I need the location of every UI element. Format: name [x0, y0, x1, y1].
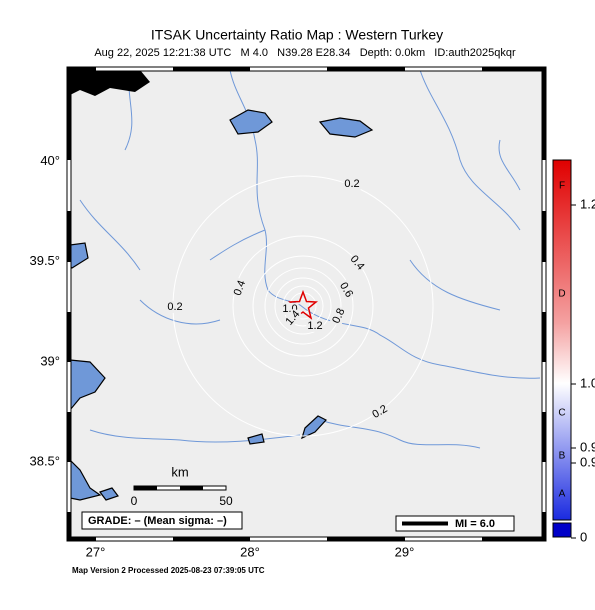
contour-label-bg: [369, 402, 391, 422]
grade-letter: B: [559, 451, 566, 462]
scale-end: 50: [219, 494, 233, 508]
colorbar-label: 1.2: [580, 196, 595, 211]
colorbar: [552, 159, 572, 521]
contour-label: 0.2: [344, 178, 359, 190]
contour-label: 0.8: [330, 306, 347, 325]
contour-label-bg: [231, 277, 249, 299]
contour-label-bg: [336, 279, 356, 301]
grade-box: [81, 511, 243, 530]
contour-label-bg: [343, 177, 361, 190]
grade-letter: D: [558, 289, 565, 300]
contour-label-bg: [346, 252, 368, 274]
scale-start: 0: [131, 494, 138, 508]
map-area: [70, 70, 543, 538]
grade-letter: C: [558, 408, 565, 419]
epicenter-star: [287, 289, 319, 320]
contour-label: 1.2: [307, 320, 322, 332]
contour-label: 0.4: [232, 279, 249, 297]
colorbar-label: 0: [580, 529, 587, 544]
grade: GRADE: – (Mean sigma: –): [88, 515, 227, 527]
lon-label: 29°: [395, 544, 415, 559]
grade-letter: F: [559, 181, 565, 192]
lat-label: 38.5°: [29, 454, 60, 469]
colorbar-label: 0.9: [580, 439, 595, 454]
scale-bar: km 0 50: [131, 464, 233, 508]
title: ITSAK Uncertainty Ratio Map : Western Tu…: [151, 27, 443, 43]
lon-label: 28°: [240, 544, 260, 559]
lat-label: 39.5°: [29, 253, 60, 268]
colorbar-label: 1.0: [580, 375, 595, 390]
contour-label-bg: [282, 307, 304, 329]
colorbar-min: [552, 522, 572, 538]
contour-label-bg: [166, 300, 184, 313]
lat-label: 40°: [40, 153, 60, 168]
colorbar-label: 0.9: [580, 454, 595, 469]
subtitle: Aug 22, 2025 12:21:38 UTC M 4.0 N39.28 E…: [94, 47, 516, 59]
scale-unit: km: [171, 464, 188, 479]
lon-label: 27°: [86, 544, 106, 559]
footer: Map Version 2 Processed 2025-08-23 07:39…: [72, 566, 265, 575]
grade-letter: A: [559, 489, 566, 500]
mi-legend: MI = 6.0: [455, 518, 495, 530]
contour-label-bg: [329, 305, 349, 327]
lat-label: 39°: [40, 353, 60, 368]
contour-label: 0.2: [167, 301, 182, 313]
mi-box: [395, 515, 515, 532]
contour-label-bg: [306, 319, 324, 332]
frame-ticks: [67, 67, 546, 541]
